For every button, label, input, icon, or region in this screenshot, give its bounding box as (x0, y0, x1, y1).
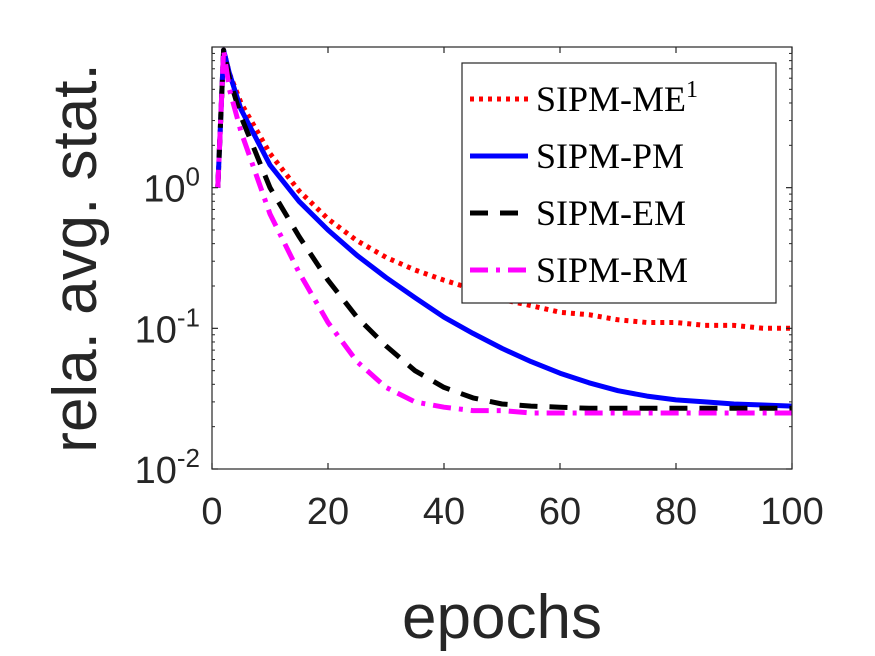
plot-lines (215, 47, 793, 416)
tick-labels: 0 20 40 60 80 100 100 10-1 10-2 (135, 162, 824, 533)
x-tick-label: 60 (539, 491, 581, 533)
series-line-sipm-rm (215, 47, 792, 416)
ticks (211, 47, 793, 470)
y-tick-label: 10-2 (135, 443, 200, 492)
x-tick-label: 80 (655, 491, 697, 533)
legend-label-sipm-pm: SIPM-PM (536, 136, 684, 176)
x-tick-label: 0 (201, 491, 222, 533)
plot-frame (211, 46, 793, 470)
legend-label-sipm-em: SIPM-EM (536, 193, 686, 233)
legend-box (461, 62, 777, 304)
x-tick-label: 40 (423, 491, 465, 533)
legend: SIPM-ME1 SIPM-PM SIPM-EM SIPM-RM (461, 62, 777, 304)
x-axis-label: epochs (402, 583, 602, 652)
y-axis-label: rela. avg. stat. (41, 63, 110, 452)
series-line-sipm-pm (215, 47, 793, 409)
x-tick-label: 100 (760, 491, 823, 533)
series-line-sipm-em (215, 47, 792, 411)
x-tick-label: 20 (307, 491, 349, 533)
y-tick-label: 100 (143, 162, 200, 211)
y-tick-label: 10-1 (135, 302, 200, 351)
legend-label-sipm-rm: SIPM-RM (536, 250, 688, 290)
legend-label-sipm-me: SIPM-ME1 (536, 77, 698, 119)
